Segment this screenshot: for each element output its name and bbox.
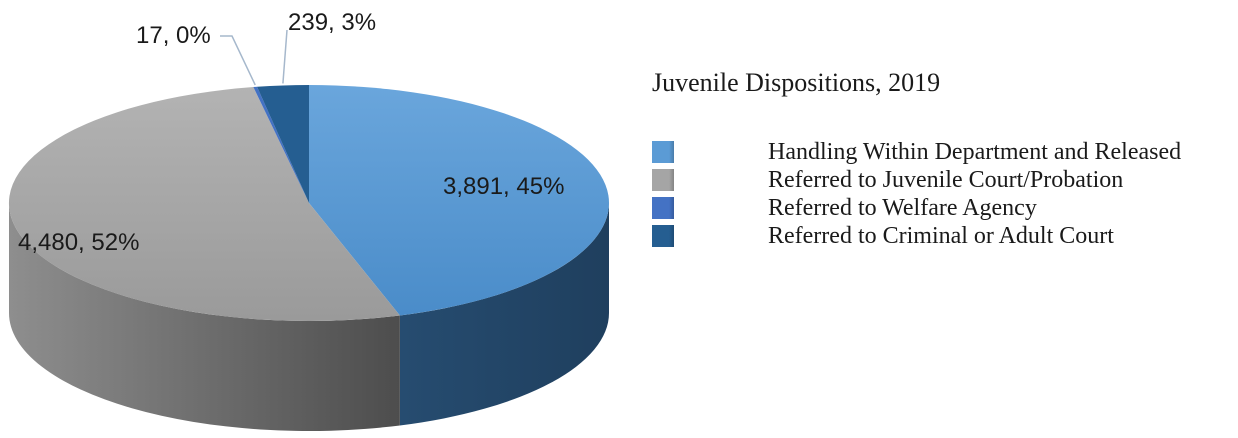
pie-slice (253, 86, 309, 203)
legend-label: Handling Within Department and Released (768, 139, 1182, 165)
data-label: 4,480, 52% (18, 229, 139, 256)
data-label: 3,891, 45% (443, 173, 564, 200)
data-label: 239, 3% (288, 9, 376, 36)
pie-slice (257, 85, 309, 203)
legend-swatch (652, 141, 674, 163)
legend-label: Referred to Juvenile Court/Probation (768, 167, 1124, 193)
leader-line (282, 29, 288, 84)
pie-slice-side (399, 203, 609, 426)
data-label: 17, 0% (136, 22, 211, 49)
legend-swatch (652, 197, 674, 219)
pie-slice (309, 85, 610, 316)
legend-label: Referred to Welfare Agency (768, 195, 1037, 221)
legend-label: Referred to Criminal or Adult Court (768, 223, 1114, 249)
chart-title: Juvenile Dispositions, 2019 (652, 68, 941, 97)
legend-swatch (652, 169, 674, 191)
pie-slice-side (8, 203, 400, 432)
leader-line (220, 35, 256, 86)
pie-slice (8, 87, 400, 322)
legend-swatch (652, 225, 674, 247)
